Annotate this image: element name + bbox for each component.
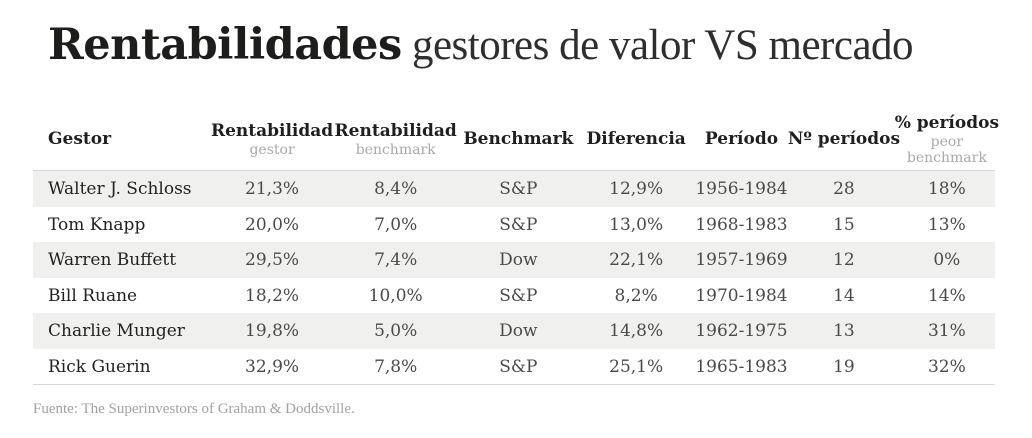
cell-num-periodos: 14	[833, 285, 855, 306]
table-row: Tom Knapp 20,0% 7,0% S&P 13,0% 1968-1983…	[33, 207, 995, 243]
page-title: Rentabilidades gestores de valor VS merc…	[0, 0, 1032, 69]
cell-num-periodos: 13	[833, 321, 855, 342]
col-header-rentabilidad-benchmark: Rentabilidad benchmark	[333, 122, 458, 158]
table-row: Walter J. Schloss 21,3% 8,4% S&P 12,9% 1…	[33, 171, 995, 207]
col-header-sublabel: benchmark	[355, 141, 436, 158]
cell-pct-peor-benchmark: 14%	[927, 285, 966, 306]
col-header-gestor: Gestor	[33, 130, 211, 150]
cell-rentabilidad-gestor: 20,0%	[245, 214, 300, 235]
cell-periodo: 1970-1984	[695, 285, 788, 306]
col-header-label: Período	[704, 129, 779, 150]
cell-pct-peor-benchmark: 31%	[927, 321, 966, 342]
cell-rentabilidad-gestor: 19,8%	[245, 321, 300, 342]
cell-rentabilidad-benchmark: 7,4%	[374, 250, 418, 271]
cell-periodo: 1957-1969	[695, 250, 788, 271]
cell-gestor: Warren Buffett	[48, 250, 177, 271]
title-light-segment: gestores de valor VS mercado	[401, 22, 914, 69]
table-header-row: Gestor Rentabilidad gestor Rentabilidad …	[33, 109, 999, 172]
title-bold-segment: Rentabilidades	[48, 20, 402, 70]
source-note: Fuente: The Superinvestors of Graham & D…	[33, 401, 355, 418]
table-row: Rick Guerin 32,9% 7,8% S&P 25,1% 1965-19…	[33, 349, 995, 385]
cell-periodo: 1956-1984	[695, 179, 788, 200]
col-header-label: Gestor	[48, 129, 112, 150]
cell-rentabilidad-gestor: 21,3%	[245, 179, 300, 200]
col-header-sublabel: peor	[930, 133, 964, 150]
cell-rentabilidad-benchmark: 7,0%	[374, 214, 418, 235]
col-header-rentabilidad-gestor: Rentabilidad gestor	[211, 122, 333, 158]
table-row: Charlie Munger 19,8% 5,0% Dow 14,8% 1962…	[33, 313, 995, 349]
col-header-periodo: Período	[694, 130, 789, 150]
cell-diferencia: 22,1%	[609, 250, 664, 271]
cell-gestor: Bill Ruane	[48, 285, 138, 306]
cell-rentabilidad-benchmark: 7,8%	[374, 356, 418, 377]
cell-pct-peor-benchmark: 0%	[933, 250, 961, 271]
col-header-label: Rentabilidad	[210, 121, 334, 142]
cell-benchmark: S&P	[499, 285, 538, 306]
returns-table: Gestor Rentabilidad gestor Rentabilidad …	[33, 109, 999, 386]
cell-num-periodos: 28	[833, 179, 855, 200]
cell-num-periodos: 19	[833, 356, 855, 377]
col-header-label: Rentabilidad	[334, 121, 457, 142]
cell-pct-peor-benchmark: 32%	[927, 356, 966, 377]
cell-diferencia: 25,1%	[609, 356, 664, 377]
cell-rentabilidad-benchmark: 10,0%	[368, 285, 423, 306]
cell-diferencia: 14,8%	[609, 321, 664, 342]
col-header-label: Nº períodos	[787, 129, 901, 150]
cell-gestor: Tom Knapp	[48, 214, 146, 235]
cell-diferencia: 8,2%	[614, 285, 658, 306]
cell-gestor: Charlie Munger	[48, 321, 185, 342]
cell-diferencia: 13,0%	[609, 214, 664, 235]
cell-benchmark: Dow	[499, 321, 538, 342]
cell-periodo: 1968-1983	[695, 214, 788, 235]
cell-diferencia: 12,9%	[609, 179, 664, 200]
col-header-sublabel: benchmark	[906, 149, 987, 166]
col-header-num-periodos: Nº períodos	[787, 129, 901, 150]
table-row: Bill Ruane 18,2% 10,0% S&P 8,2% 1970-198…	[33, 278, 995, 314]
cell-num-periodos: 12	[833, 250, 855, 271]
cell-rentabilidad-gestor: 18,2%	[245, 285, 300, 306]
col-header-diferencia: Diferencia	[578, 130, 693, 150]
col-header-pct-periodos-peor: % períodos peor benchmark	[895, 114, 999, 166]
cell-rentabilidad-gestor: 32,9%	[245, 356, 300, 377]
cell-benchmark: S&P	[499, 179, 538, 200]
cell-periodo: 1965-1983	[695, 356, 788, 377]
table-row: Warren Buffett 29,5% 7,4% Dow 22,1% 1957…	[33, 242, 995, 278]
cell-rentabilidad-gestor: 29,5%	[245, 250, 300, 271]
cell-periodo: 1962-1975	[695, 321, 788, 342]
cell-pct-peor-benchmark: 13%	[927, 214, 966, 235]
col-header-label: % períodos	[894, 113, 1000, 134]
table-body: Walter J. Schloss 21,3% 8,4% S&P 12,9% 1…	[33, 171, 995, 386]
cell-gestor: Walter J. Schloss	[48, 179, 192, 200]
col-header-label: Diferencia	[586, 129, 686, 150]
cell-benchmark: Dow	[499, 250, 538, 271]
cell-rentabilidad-benchmark: 5,0%	[374, 321, 418, 342]
col-header-sublabel: gestor	[249, 141, 295, 158]
cell-benchmark: S&P	[499, 356, 538, 377]
col-header-label: Benchmark	[463, 129, 574, 150]
cell-rentabilidad-benchmark: 8,4%	[374, 179, 418, 200]
cell-gestor: Rick Guerin	[48, 356, 151, 377]
cell-num-periodos: 15	[833, 214, 855, 235]
col-header-benchmark: Benchmark	[458, 130, 578, 150]
cell-pct-peor-benchmark: 18%	[927, 179, 966, 200]
cell-benchmark: S&P	[499, 214, 538, 235]
